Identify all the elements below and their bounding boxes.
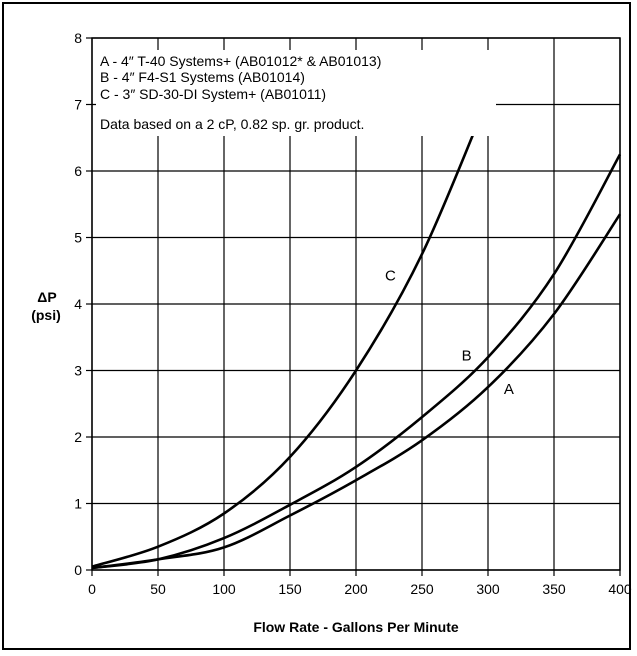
- legend-note: Data based on a 2 cP, 0.82 sp. gr. produ…: [100, 116, 364, 132]
- legend-line-a: A - 4″ T-40 Systems+ (AB01012* & AB01013…: [100, 53, 381, 69]
- y-tick-label: 2: [74, 429, 82, 445]
- legend-line-c: C - 3″ SD-30-DI System+ (AB01011): [100, 86, 326, 102]
- series-b-label: B: [462, 348, 472, 365]
- y-tick-label: 3: [74, 363, 82, 379]
- y-tick-label: 4: [74, 296, 82, 312]
- series-a-label: A: [504, 381, 514, 398]
- x-tick-label: 50: [150, 581, 166, 597]
- legend-line-b: B - 4″ F4-S1 Systems (AB01014): [100, 69, 305, 85]
- legend-box: [96, 50, 496, 136]
- y-tick-label: 8: [74, 30, 82, 46]
- x-tick-label: 300: [476, 581, 500, 597]
- y-axis-label: ΔP: [37, 289, 56, 305]
- series-b-line: [91, 153, 622, 570]
- y-tick-label: 7: [74, 97, 82, 113]
- y-tick-label: 0: [74, 562, 82, 578]
- y-tick-label: 1: [74, 496, 82, 512]
- series-group: [91, 97, 622, 570]
- y-axis-unit: (psi): [31, 307, 61, 323]
- y-tick-label: 6: [74, 163, 82, 179]
- x-tick-label: 350: [542, 581, 566, 597]
- y-tick-label: 5: [74, 230, 82, 246]
- x-tick-label: 150: [278, 581, 302, 597]
- x-tick-label: 400: [608, 581, 632, 597]
- series-a-line: [91, 213, 622, 570]
- x-tick-label: 200: [344, 581, 368, 597]
- x-tick-label: 0: [88, 581, 96, 597]
- ticks-group: 0 1 2 3 4 5 6 7 8 0 50 100 150 200 250 300 350 400: [74, 30, 632, 597]
- series-labels: A B C: [385, 268, 514, 398]
- series-c-line: [91, 97, 490, 568]
- x-tick-label: 100: [212, 581, 236, 597]
- x-tick-label: 250: [410, 581, 434, 597]
- series-c-label: C: [385, 268, 396, 285]
- x-axis-label: Flow Rate - Gallons Per Minute: [253, 619, 459, 635]
